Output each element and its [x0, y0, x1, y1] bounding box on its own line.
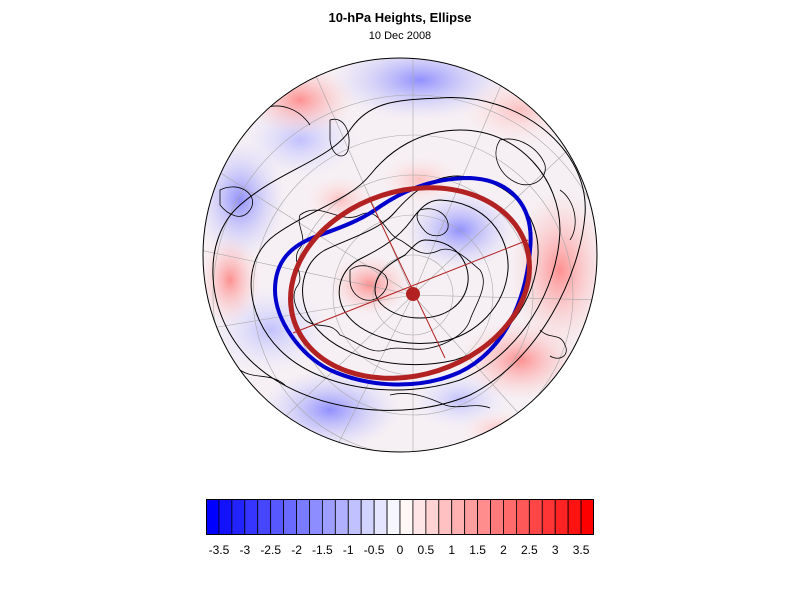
colorbar-tick-labels: -3.5 -3 -2.5 -2 -1.5 -1 -0.5 0 0.5 1 1.5 2 2.5 3 3.5 [0, 543, 800, 561]
figure-date: 10 Dec 2008 [368, 30, 432, 42]
height-contours [212, 97, 586, 411]
colorbar-swatch [257, 498, 272, 536]
colorbar-swatch [218, 498, 233, 536]
colorbar-swatch [322, 498, 336, 536]
colorbar-tick-label: -1.5 [312, 543, 333, 557]
colorbar-swatch [567, 498, 582, 536]
colorbar-swatch [231, 498, 246, 536]
colorbar-swatch [283, 498, 297, 536]
colorbar-swatch [309, 498, 323, 536]
colorbar-tick-label: -3.5 [208, 543, 230, 557]
colorbar-tick-label: 1 [448, 543, 456, 557]
colorbar-swatch [244, 498, 259, 536]
colorbar-tick-label: 2.5 [520, 543, 538, 557]
colorbar-swatch [580, 498, 595, 536]
colorbar-tick-label: 2 [500, 543, 507, 557]
colorbar-swatch [425, 498, 440, 536]
colorbar-swatch [347, 498, 362, 536]
colorbar-tick-label: 1.5 [469, 543, 486, 557]
colorbar-tick-label: -1 [342, 543, 354, 557]
colorbar-swatch [412, 498, 427, 536]
colorbar-swatch [515, 498, 530, 536]
colorbar-swatch [360, 498, 375, 536]
ellipse-center-marker [406, 287, 420, 301]
colorbar-swatch [451, 498, 466, 536]
colorbar-swatch [464, 498, 478, 536]
colorbar-tick-label: 3.5 [572, 543, 590, 557]
colorbar-swatch [541, 498, 556, 536]
colorbar-tick-label: -3 [239, 543, 251, 557]
colorbar-swatch [373, 498, 388, 536]
graticule [203, 58, 597, 452]
figure-title: 10-hPa Heights, Ellipse [328, 10, 472, 25]
colorbar-swatch [490, 498, 504, 536]
colorbar-swatch [399, 498, 414, 536]
colorbar-swatch [528, 498, 543, 536]
colorbar-swatch [270, 498, 284, 536]
colorbar-swatch [503, 498, 517, 536]
colorbar-swatch [334, 498, 349, 536]
colorbar-swatch [386, 498, 401, 536]
colorbar-tick-label: 3 [551, 543, 559, 557]
colorbar [205, 498, 595, 536]
colorbar-tick-label: -0.5 [363, 543, 385, 557]
colorbar-swatch [205, 498, 220, 536]
colorbar-swatches [205, 498, 595, 536]
colorbar-swatch [554, 498, 569, 536]
colorbar-swatch [438, 498, 453, 536]
map-boundary [202, 57, 598, 453]
colorbar-tick-label: -2.5 [260, 543, 281, 557]
colorbar-tick-label: 0 [396, 543, 404, 557]
ellipse-axes [292, 199, 529, 359]
fitted-ellipse [288, 185, 532, 381]
colorbar-tick-label: -2 [291, 543, 302, 557]
colorbar-tick-label: 0.5 [417, 543, 435, 557]
colorbar-swatch [296, 498, 310, 536]
colorbar-outline [206, 499, 594, 535]
colorbar-swatch [477, 498, 491, 536]
